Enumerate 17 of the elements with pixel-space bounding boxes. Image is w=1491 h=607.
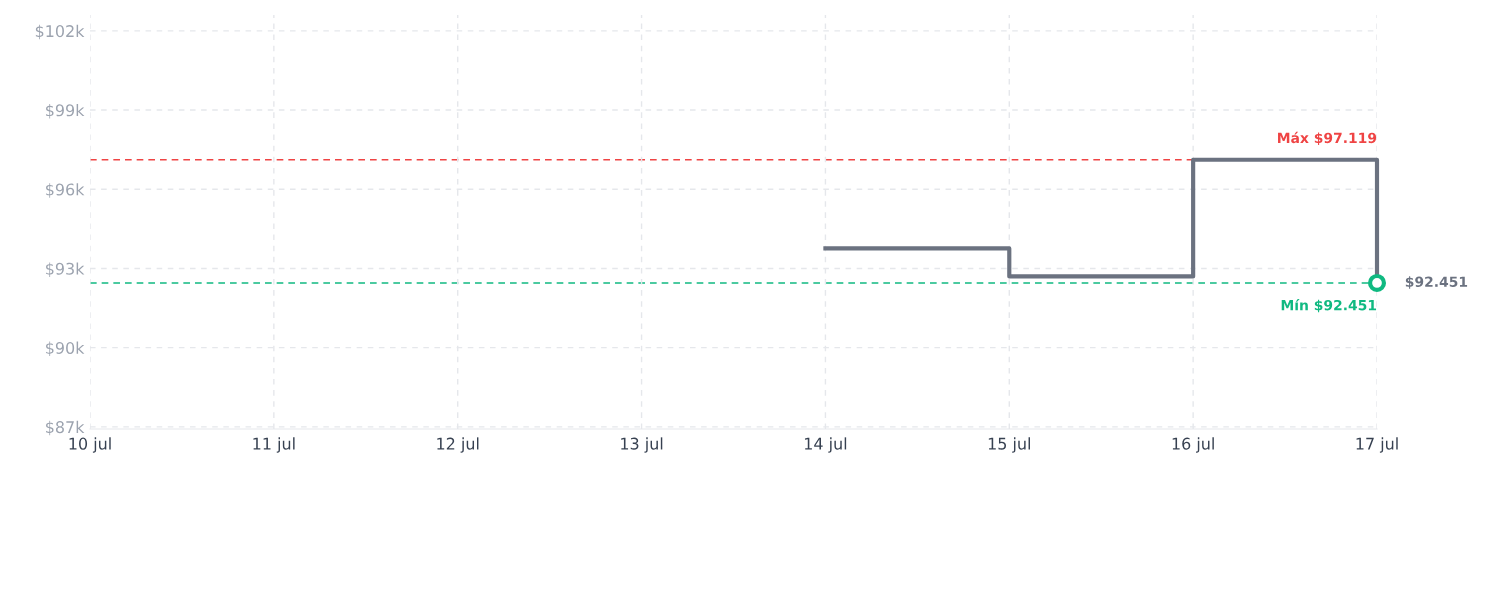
x-tick-label: 11 jul [253,437,295,453]
y-tick-label: $93k [46,262,85,277]
y-tick-label: $96k [46,183,85,198]
ref-line-label: Máx $97.119 [1278,131,1377,145]
x-tick-label: 12 jul [437,437,479,453]
y-tick-label: $87k [46,420,85,436]
x-tick-label: 10 jul [69,437,111,453]
annotation: $92.451 [1405,276,1468,289]
y-tick-label: $102k [35,24,85,40]
x-tick-label: 13 jul [621,437,663,453]
x-tick-label: 15 jul [988,437,1030,453]
x-tick-label: 14 jul [804,437,847,453]
x-tick-label: 16 jul [1172,437,1214,453]
y-tick-label: $99k [46,103,85,119]
y-tick-label: $90k [46,341,85,357]
x-tick-label: 17 jul [1356,437,1398,453]
ref-line-label: Mín $92.451 [1281,299,1377,313]
